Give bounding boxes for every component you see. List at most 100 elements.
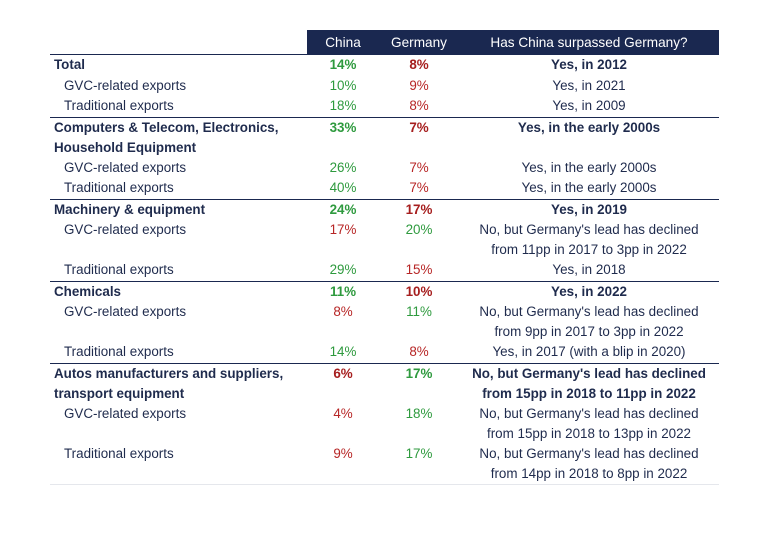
germany-value: 9% [409,77,429,93]
answer-line: from 9pp in 2017 to 3pp in 2022 [494,324,684,339]
answer-cell: No, but Germany's lead has declined from … [459,404,719,444]
germany-value: 8% [409,98,429,113]
answer-line: No, but Germany's lead has declined [479,222,699,237]
answer-cell: Yes, in the early 2000s [459,116,719,158]
section-label: Chemicals [50,280,307,302]
china-value: 8% [333,304,353,319]
header-answer: Has China surpassed Germany? [459,30,719,55]
header-germany: Germany [379,30,459,55]
table-body: Total 14% 8% Yes, in 2012 GVC-related export… [50,54,719,485]
row-label: GVC-related exports [64,222,187,237]
germany-value: 7% [379,116,459,158]
germany-value: 17% [379,443,459,485]
china-value: 33% [307,116,379,158]
row-label: GVC-related exports [64,405,187,421]
answer-line: Yes, in 2009 [552,98,626,114]
header-blank-cell [50,30,307,55]
table-row: GVC-related exports 8% 11% No, but Germany'… [50,302,719,342]
answer-line: from 15pp in 2018 to 13pp in 2022 [487,425,691,441]
answer-cell: No, but Germany's lead has declined from … [459,220,719,260]
row-label: Traditional exports [64,262,174,277]
header-china: China [307,30,379,55]
table-row: GVC-related exports 4% 18% No, but Germany'… [50,404,719,444]
answer-line: Yes, in 2019 [551,201,627,217]
china-value: 10% [329,77,357,93]
china-value: 40% [329,180,357,195]
table-row: GVC-related exports 10% 9% Yes, in 2021 [50,76,719,97]
row-label: GVC-related exports [64,159,187,175]
section-label: Machinery & equipment [50,198,307,220]
china-value: 9% [307,443,379,485]
answer-line: No, but Germany's lead has declined [479,445,699,461]
row-label: Traditional exports [64,98,174,113]
answer-cell: No, but Germany's lead has declined from … [459,302,719,342]
germany-value: 8% [379,54,459,76]
germany-value: 18% [405,405,433,421]
section-row: Autos manufacturers and suppliers, transp… [50,362,719,404]
germany-value: 20% [405,222,433,237]
section-label-line: Household Equipment [54,139,197,155]
germany-value: 11% [406,304,432,319]
china-value: 11% [307,280,379,302]
china-value: 14% [329,344,357,359]
answer-line: Yes, in 2022 [551,283,627,299]
answer-cell: Yes, in 2018 [459,260,719,281]
china-value: 26% [329,159,357,175]
answer-line: from 11pp in 2017 to 3pp in 2022 [491,242,687,257]
answer-line: Yes, in the early 2000s [517,119,661,135]
answer-line: No, but Germany's lead has declined [472,365,706,381]
answer-cell: Yes, in 2017 (with a blip in 2020) [459,342,719,363]
answer-cell: Yes, in 2022 [459,280,719,302]
section-label-line: transport equipment [54,385,185,401]
table-row: Traditional exports 14% 8% Yes, in 2017 (wi… [50,342,719,363]
row-label: GVC-related exports [64,304,187,319]
table-row: GVC-related exports 26% 7% Yes, in the earl… [50,158,719,179]
china-value: 14% [307,54,379,76]
answer-line: No, but Germany's lead has declined [479,304,699,319]
germany-value: 17% [379,198,459,220]
answer-line: Yes, in 2012 [551,57,627,73]
row-label: Traditional exports [50,443,307,485]
china-value: 18% [329,98,357,113]
section-label: Computers & Telecom, Electronics, Househo… [50,116,307,158]
section-row: Computers & Telecom, Electronics, Househo… [50,116,719,158]
answer-line: Yes, in 2017 (with a blip in 2020) [492,344,686,360]
row-label: Traditional exports [64,180,174,195]
answer-line: No, but Germany's lead has declined [479,405,699,421]
germany-value: 7% [409,180,429,195]
table-header: China Germany Has China surpassed German… [50,30,719,55]
row-label: GVC-related exports [64,77,187,93]
answer-cell: Yes, in the early 2000s [459,158,719,179]
china-value: 6% [307,362,379,404]
germany-value: 7% [409,159,429,175]
table-row: Traditional exports 29% 15% Yes, in 2018 [50,260,719,281]
china-value: 4% [333,405,353,421]
comparison-table: China Germany Has China surpassed German… [50,30,719,485]
table-row: Traditional exports 18% 8% Yes, in 2009 [50,96,719,117]
germany-value: 15% [405,262,433,277]
answer-cell: Yes, in 2009 [459,96,719,117]
row-label: Traditional exports [64,344,174,359]
answer-cell: No, but Germany's lead has declined from … [459,362,719,404]
answer-line: Yes, in 2018 [552,262,626,278]
table-row: Traditional exports 9% 17% No, but Germany'… [50,443,719,485]
germany-value: 8% [409,344,429,359]
section-label-line: Computers & Telecom, Electronics, [54,119,279,135]
section-row: Chemicals 11% 10% Yes, in 2022 [50,280,719,302]
table-row: Traditional exports 40% 7% Yes, in the earl… [50,178,719,199]
germany-value: 10% [379,280,459,302]
section-label: Total [50,54,307,76]
answer-line: Yes, in the early 2000s [521,159,657,175]
comparison-table-container: China Germany Has China surpassed German… [50,30,719,485]
section-row: Machinery & equipment 24% 17% Yes, in 2019 [50,198,719,220]
section-label-line: Autos manufacturers and suppliers, [54,365,284,381]
answer-cell: Yes, in 2019 [459,198,719,220]
answer-cell: Yes, in 2021 [459,76,719,97]
china-value: 24% [307,198,379,220]
table-row: GVC-related exports 17% 20% No, but Germany… [50,220,719,260]
china-value: 29% [329,262,357,277]
china-value: 17% [329,222,357,237]
answer-line: Yes, in 2021 [552,77,626,93]
answer-line: from 15pp in 2018 to 11pp in 2022 [482,385,696,401]
answer-cell: No, but Germany's lead has declined from … [459,443,719,485]
